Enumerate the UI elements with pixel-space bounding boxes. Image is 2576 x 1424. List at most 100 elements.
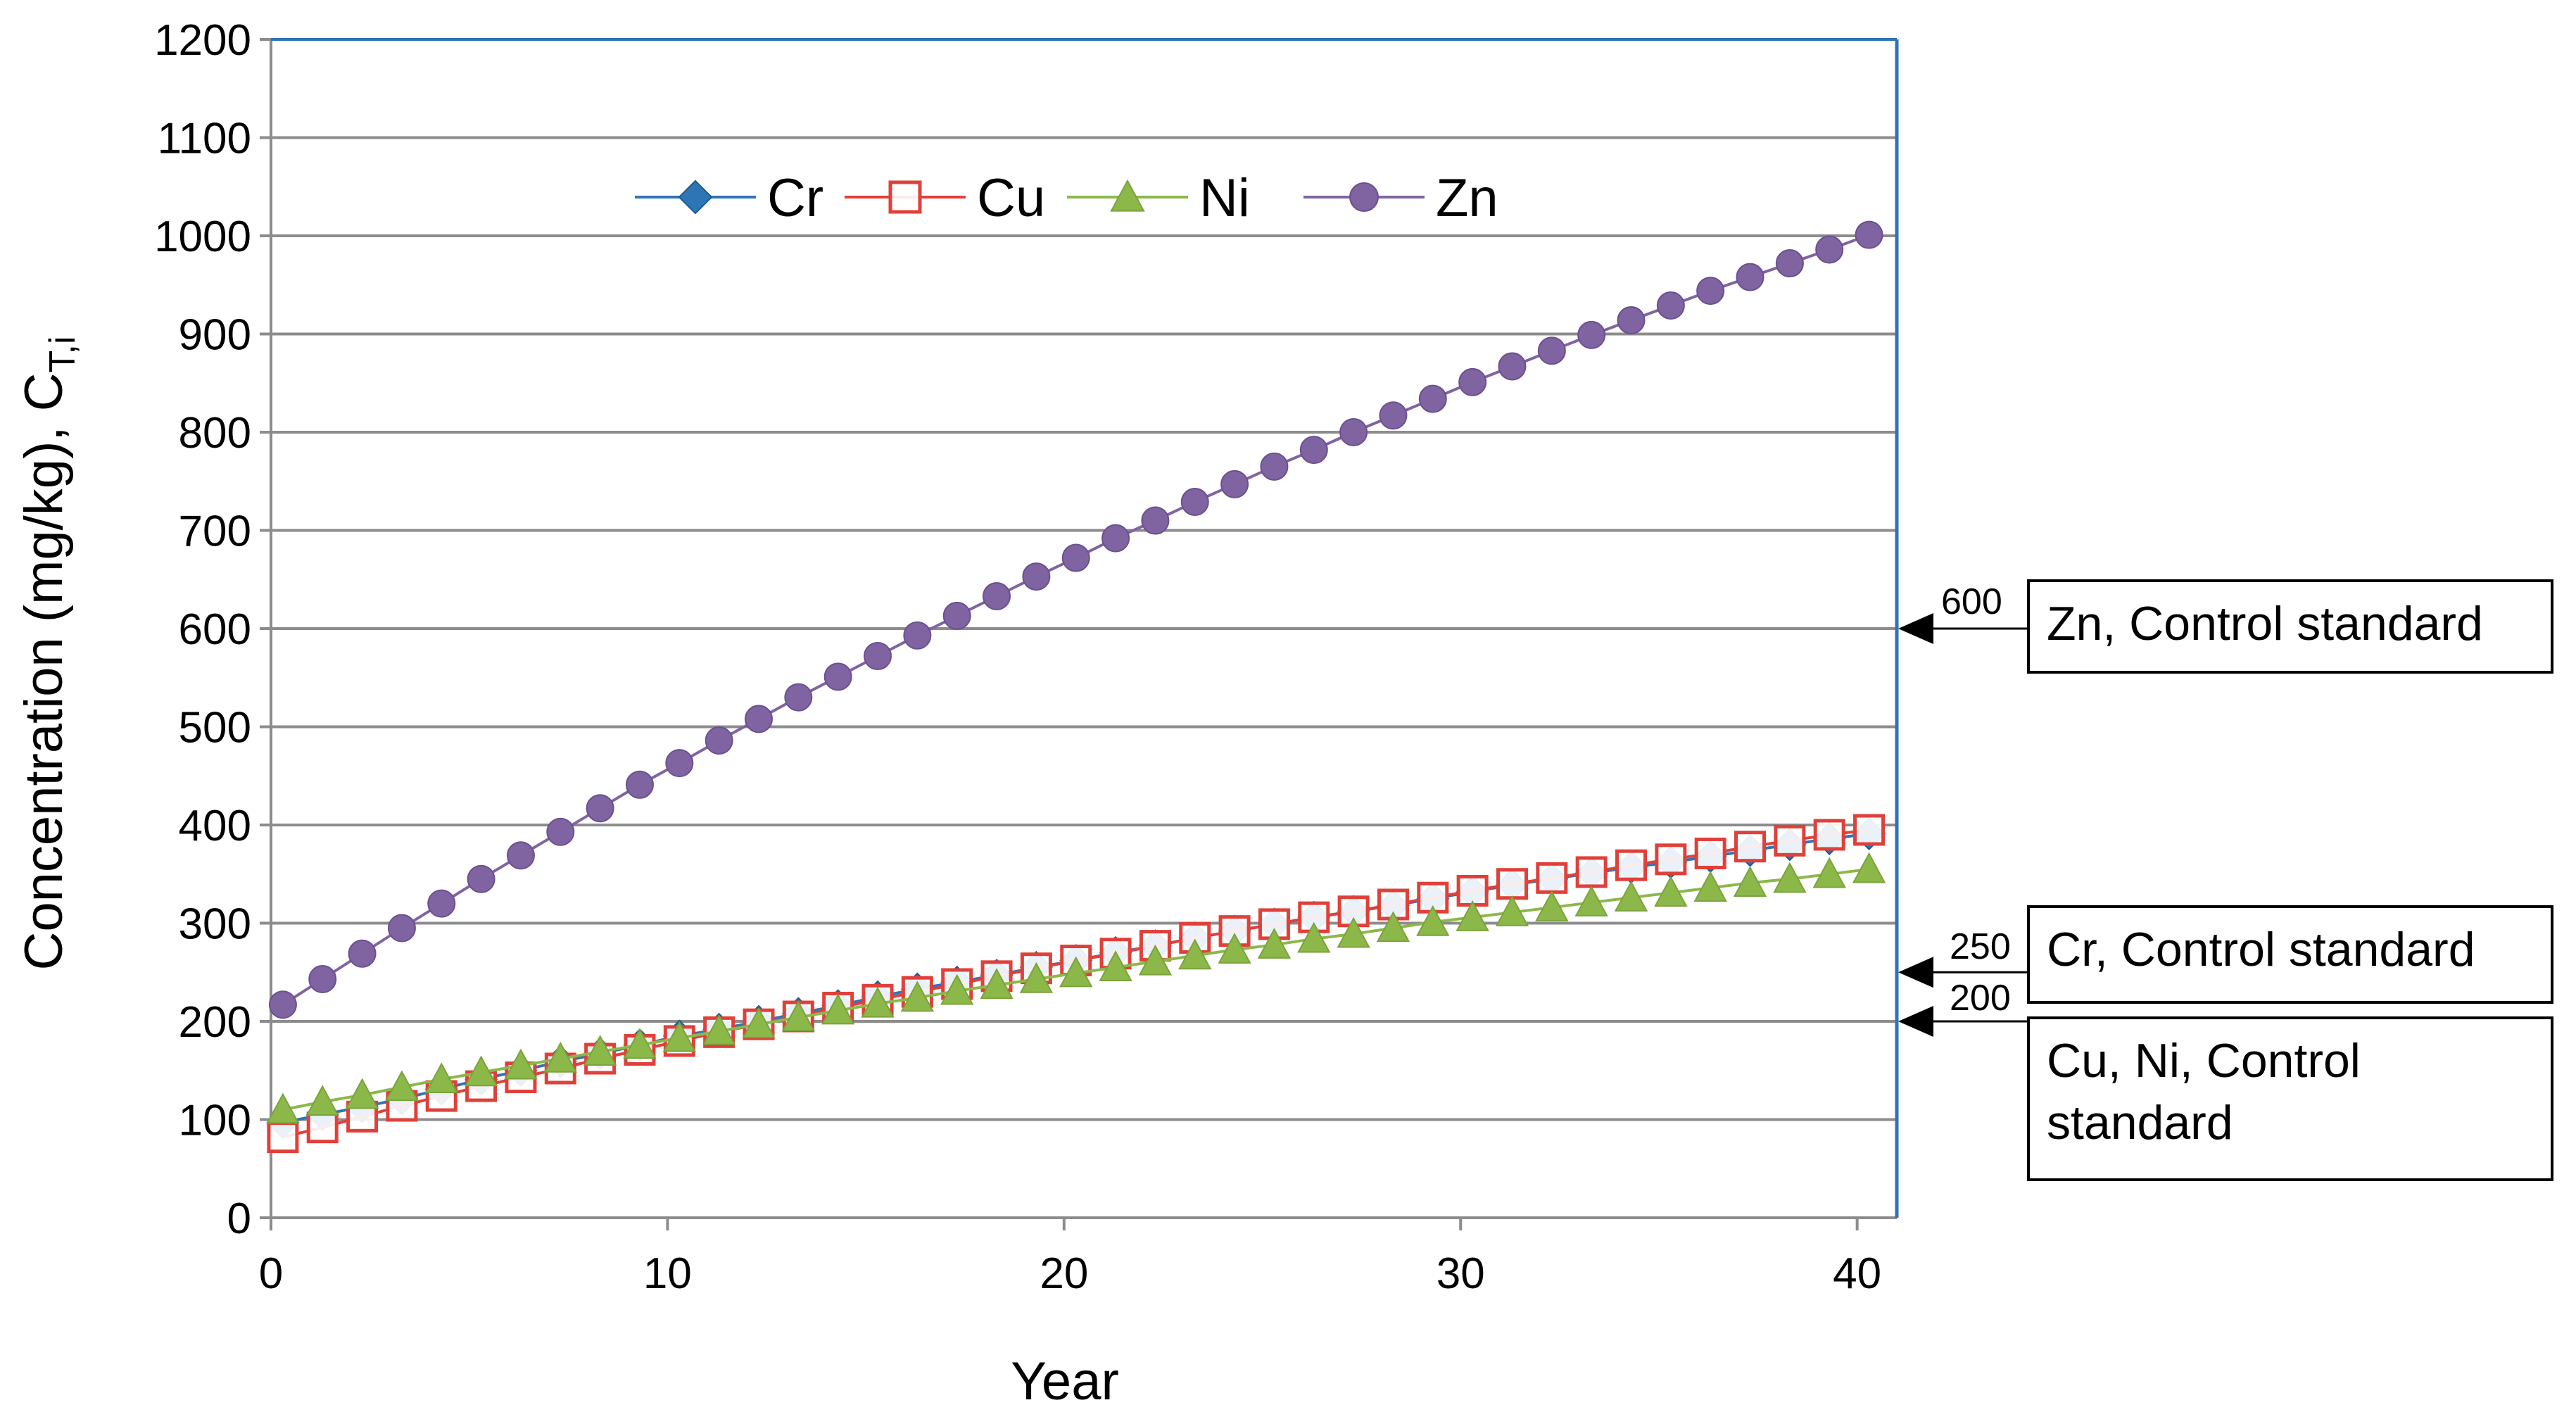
data-point-ni-20 [1059, 956, 1093, 988]
annotation-box-1 [2027, 905, 2553, 1004]
annotation-label-0-0: Zn, Control standard [2047, 597, 2483, 650]
data-point-ni-38 [1773, 862, 1807, 893]
data-point-ni-29 [1416, 905, 1450, 936]
data-point-zn-32 [1537, 336, 1566, 365]
data-point-zn-8 [586, 794, 614, 823]
legend-label-cu: Cu [977, 168, 1045, 228]
data-point-cu-37 [1734, 831, 1767, 863]
legend-label-ni: Ni [1199, 168, 1250, 228]
annotation-arrowhead-0 [1898, 613, 1933, 644]
data-point-zn-5 [467, 864, 495, 893]
data-point-zn-10 [665, 749, 694, 778]
data-point-ni-0 [266, 1092, 300, 1124]
annotation-1: 250 Cr, Control standard [1898, 905, 2553, 1004]
series-layer [266, 220, 1886, 1154]
data-point-zn-7 [546, 817, 575, 846]
y-tick-label-200: 200 [179, 998, 251, 1047]
annotation-2: 200 Cu, Ni, Control standard [1898, 978, 2553, 1181]
data-point-zn-25 [1260, 452, 1289, 481]
data-point-ni-2 [345, 1078, 379, 1109]
data-point-ni-24 [1218, 933, 1251, 964]
y-axis-title-group: Concentration (mg/kg), CT,i [14, 336, 83, 971]
data-point-cu-39 [1813, 819, 1845, 851]
data-point-zn-1 [308, 965, 337, 994]
data-point-ni-3 [385, 1070, 419, 1102]
data-point-cu-34 [1615, 849, 1648, 881]
data-point-zn-35 [1656, 291, 1685, 320]
annotation-value-0: 600 [1941, 581, 2002, 622]
data-point-ni-36 [1693, 871, 1727, 902]
data-point-cu-31 [1496, 868, 1528, 900]
data-point-zn-17 [942, 601, 971, 630]
legend-item-ni: Ni [1067, 168, 1250, 228]
y-tick-label-500: 500 [179, 704, 251, 752]
y-tick-label-400: 400 [179, 802, 251, 850]
data-point-zn-12 [745, 705, 773, 733]
data-point-zn-9 [625, 770, 654, 799]
data-point-zn-24 [1220, 470, 1249, 498]
data-point-ni-8 [583, 1035, 617, 1066]
y-tick-label-900: 900 [179, 311, 251, 360]
annotation-box-0 [2027, 579, 2553, 674]
data-point-ni-30 [1456, 900, 1489, 931]
legend-marker-cu [888, 180, 922, 214]
data-point-zn-37 [1736, 263, 1764, 291]
data-point-ni-25 [1257, 928, 1292, 959]
y-axis-title-subscript: T,i [42, 336, 83, 373]
x-axis-ticks: 0 10 20 30 40 [259, 1218, 1881, 1298]
data-point-zn-3 [387, 914, 416, 943]
data-point-zn-13 [784, 683, 813, 712]
legend-item-cr: Cr [635, 168, 823, 228]
data-point-zn-19 [1022, 562, 1051, 591]
legend-label-zn: Zn [1436, 168, 1498, 228]
data-point-ni-31 [1495, 895, 1529, 926]
data-point-ni-13 [781, 1000, 816, 1032]
data-point-ni-26 [1297, 921, 1331, 953]
data-point-zn-33 [1577, 320, 1606, 349]
data-point-zn-31 [1498, 352, 1527, 381]
data-point-ni-34 [1614, 881, 1648, 912]
data-point-cu-27 [1337, 895, 1370, 928]
annotation-arrowhead-2 [1898, 1006, 1933, 1037]
data-point-ni-17 [940, 974, 974, 1005]
y-tick-label-300: 300 [179, 900, 251, 949]
y-tick-label-1000: 1000 [154, 213, 251, 261]
series-zn [268, 220, 1883, 1019]
data-point-zn-30 [1458, 367, 1487, 396]
annotation-label-2-0: Cu, Ni, Control [2047, 1034, 2361, 1088]
data-point-cu-33 [1575, 856, 1608, 888]
y-axis-title-main: Concentration (mg/kg), C [14, 373, 74, 971]
annotation-0: 600 Zn, Control standard [1898, 579, 2553, 674]
data-point-ni-6 [504, 1048, 538, 1080]
data-point-cu-35 [1655, 843, 1687, 876]
data-point-zn-2 [348, 939, 377, 968]
data-point-zn-21 [1101, 524, 1130, 553]
data-point-zn-0 [268, 990, 297, 1019]
data-point-cu-38 [1774, 824, 1806, 857]
data-point-cu-36 [1694, 837, 1726, 869]
data-point-zn-20 [1061, 543, 1090, 572]
data-point-zn-40 [1855, 220, 1883, 249]
y-tick-label-1200: 1200 [154, 16, 251, 65]
annotation-label-1-0: Cr, Control standard [2047, 923, 2475, 976]
legend-item-zn: Zn [1303, 168, 1498, 228]
x-tick-label-0: 0 [259, 1249, 283, 1298]
x-tick-label-40: 40 [1833, 1249, 1881, 1298]
data-point-ni-28 [1376, 911, 1410, 943]
data-point-zn-11 [705, 726, 733, 755]
data-point-ni-5 [464, 1055, 498, 1087]
annotation-box-2 [2027, 1016, 2553, 1181]
annotation-value-2: 200 [1950, 978, 2011, 1019]
data-point-ni-1 [305, 1085, 339, 1116]
y-tick-label-0: 0 [227, 1195, 251, 1243]
data-point-ni-9 [623, 1028, 657, 1059]
legend-marker-ni [1110, 179, 1145, 212]
legend-item-cu: Cu [845, 168, 1045, 228]
data-point-ni-37 [1733, 866, 1767, 897]
y-axis-title: Concentration (mg/kg), CT,i [14, 336, 83, 971]
data-point-ni-21 [1099, 950, 1132, 981]
data-point-zn-22 [1141, 506, 1170, 535]
data-point-ni-27 [1337, 916, 1370, 948]
